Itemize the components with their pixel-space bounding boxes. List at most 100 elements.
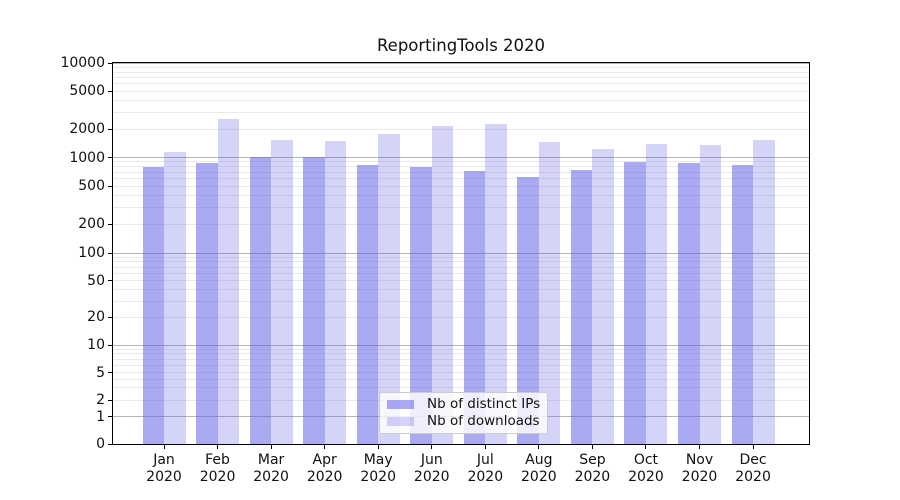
bar-distinct-ips-mar [249,157,272,444]
y-tick-label-2000: 2000 [69,121,105,138]
x-tick-nov [699,444,700,449]
bar-distinct-ips-jul [463,170,486,444]
x-tick-jan [163,444,165,449]
y-tick-label-100: 100 [78,245,105,261]
y-tick-2000 [108,128,113,130]
bar-distinct-ips-nov [678,163,700,444]
bar-downloads-oct [645,144,668,444]
bar-downloads-dec [753,139,775,444]
gridline-900 [113,161,809,163]
y-tick-0 [108,443,113,445]
gridline-500 [113,185,809,187]
gridline-2000 [113,128,809,130]
bar-downloads-mar [271,140,293,444]
x-tick-label-jun: Jun 2020 [413,452,450,485]
y-tick-500 [108,185,113,187]
y-tick-label-5000: 5000 [69,83,105,100]
y-tick-10 [108,344,113,346]
gridline-9000 [113,66,809,68]
bar-downloads-feb [217,119,240,444]
y-tick-label-1: 1 [96,408,105,425]
y-tick-label-200: 200 [78,216,105,233]
gridline-3 [113,387,809,389]
x-tick-label-jul: Jul 2020 [467,452,504,485]
bar-distinct-ips-aug [517,177,539,444]
bar-downloads-aug [538,141,561,444]
x-tick-label-dec: Dec 2020 [735,452,771,485]
gridline-20 [113,316,809,318]
plot-area: Nb of distinct IPs Nb of downloads [112,62,810,445]
legend-label-downloads: Nb of downloads [427,412,540,429]
gridline-60 [113,272,809,274]
x-tick-label-nov: Nov 2020 [681,452,718,485]
gridline-100 [113,252,809,254]
x-tick-jun [431,444,433,449]
bar-downloads-apr [324,140,347,444]
bar-downloads-may [378,133,400,444]
gridline-5000 [113,90,809,92]
gridline-4000 [113,100,809,102]
x-tick-label-apr: Apr 2020 [306,452,343,485]
y-tick-label-10000: 10000 [60,55,105,71]
x-tick-apr [324,444,326,449]
bar-distinct-ips-jan [142,166,164,444]
legend-swatch-distinct-ips [387,400,414,410]
bar-distinct-ips-dec [731,165,754,444]
legend-item: Nb of downloads [387,412,540,429]
gridline-600 [113,178,809,180]
y-tick-5 [108,372,113,373]
y-tick-label-2: 2 [96,392,105,408]
y-tick-label-20: 20 [87,309,105,326]
bar-distinct-ips-apr [303,157,325,444]
y-tick-2 [108,399,113,401]
bar-distinct-ips-feb [196,163,218,444]
y-tick-label-5: 5 [96,364,105,381]
x-tick-label-jan: Jan 2020 [146,452,182,485]
gridline-4 [113,378,809,380]
gridline-5 [113,372,809,373]
x-tick-label-aug: Aug 2020 [521,452,557,485]
bar-downloads-jan [164,151,186,444]
bar-distinct-ips-oct [624,161,646,444]
gridline-300 [113,206,809,208]
gridline-400 [113,195,809,196]
x-tick-label-oct: Oct 2020 [628,452,664,485]
gridline-6000 [113,83,809,85]
gridline-800 [113,166,809,168]
gridline-30 [113,300,809,302]
gridline-1000 [113,157,809,158]
x-tick-may [377,444,379,449]
y-tick-label-10: 10 [87,337,105,353]
bar-downloads-nov [699,145,721,444]
x-tick-label-mar: Mar 2020 [253,452,289,485]
gridline-90 [113,256,809,258]
chart-title: ReportingTools 2020 [376,36,546,55]
y-tick-label-0: 0 [96,436,105,452]
bar-downloads-jul [485,124,507,444]
gridline-700 [113,171,809,173]
x-tick-label-feb: Feb 2020 [199,452,236,485]
y-tick-50 [108,280,113,282]
bar-downloads-sep [592,149,614,444]
x-tick-mar [270,444,272,449]
y-tick-5000 [108,90,113,92]
legend-item: Nb of distinct IPs [387,397,540,412]
y-tick-10000 [108,62,113,64]
gridline-10 [113,344,809,346]
gridline-8000 [113,71,809,73]
y-tick-1 [108,416,113,417]
x-tick-dec [752,444,754,449]
x-tick-oct [645,444,647,449]
y-tick-label-50: 50 [87,272,105,289]
y-tick-1000 [108,157,113,158]
y-tick-20 [108,316,113,318]
gridline-8 [113,353,809,355]
gridline-9 [113,348,809,350]
gridline-200 [113,223,809,225]
gridline-3000 [113,111,809,113]
gridline-6 [113,364,809,366]
gridline-10000 [113,62,809,64]
gridline-50 [113,280,809,282]
y-tick-label-500: 500 [78,178,105,195]
